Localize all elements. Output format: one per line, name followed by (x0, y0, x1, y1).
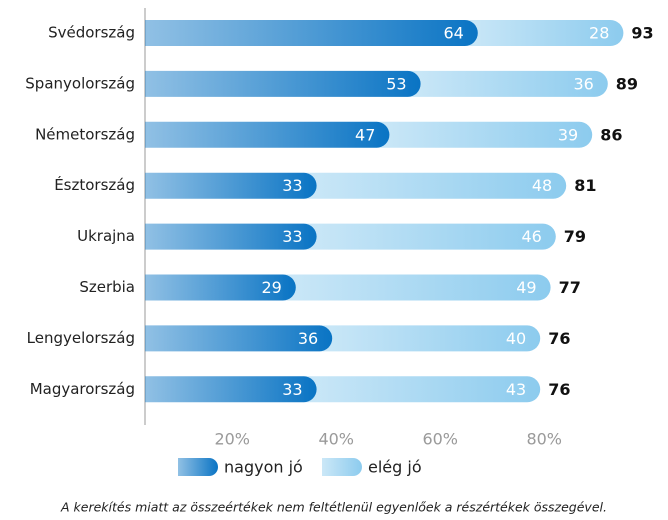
bar-segment (303, 172, 567, 199)
bar-segment (319, 325, 541, 352)
bar-segment (145, 223, 317, 250)
category-label: Lengyelország (27, 329, 135, 347)
bar-segment (145, 274, 296, 301)
category-label: Spanyolország (25, 74, 135, 92)
bar-segment (145, 325, 333, 352)
bar-segment (407, 70, 608, 97)
segment-label: 40 (506, 329, 526, 348)
segment-label: 28 (589, 24, 609, 43)
segment-label: 64 (443, 24, 463, 43)
total-label: 79 (564, 227, 586, 246)
total-label: 76 (548, 329, 570, 348)
legend-label: nagyon jó (224, 458, 303, 477)
total-label: 76 (548, 380, 570, 399)
bar-segment (145, 20, 478, 46)
legend-swatch (322, 458, 362, 476)
total-label: 86 (600, 125, 622, 144)
category-label: Szerbia (79, 278, 135, 296)
total-label: 77 (559, 278, 581, 297)
bar-segment (145, 121, 390, 148)
bar-segment (145, 70, 421, 97)
x-tick-label: 60% (422, 430, 458, 449)
segment-label: 47 (355, 125, 375, 144)
legend-swatch (178, 458, 218, 476)
segment-label: 53 (386, 74, 406, 93)
bar-segment (282, 274, 551, 301)
segment-label: 36 (298, 329, 318, 348)
footnote: A kerekítés miatt az összeértékek nem fe… (60, 500, 607, 515)
x-tick-label: 20% (214, 430, 250, 449)
bar-segment (464, 20, 624, 46)
category-label: Ukrajna (77, 227, 135, 245)
bar-segment (303, 223, 556, 250)
bar-segment (145, 172, 317, 199)
x-tick-label: 40% (318, 430, 354, 449)
segment-label: 48 (532, 176, 552, 195)
category-label: Észtország (54, 175, 135, 194)
total-label: 81 (574, 176, 596, 195)
bar-segment (145, 376, 317, 403)
bar-segment (376, 121, 593, 148)
category-label: Magyarország (30, 380, 135, 398)
legend-label: elég jó (368, 458, 422, 477)
segment-label: 46 (521, 227, 541, 246)
category-label: Svédország (48, 24, 135, 42)
total-label: 89 (616, 74, 638, 93)
segment-label: 36 (573, 74, 593, 93)
x-tick-label: 80% (526, 430, 562, 449)
category-label: Németország (35, 125, 135, 143)
total-label: 93 (631, 24, 653, 43)
segment-label: 39 (558, 125, 578, 144)
segment-label: 33 (282, 380, 302, 399)
segment-label: 33 (282, 176, 302, 195)
bar-segment (303, 376, 541, 403)
segment-label: 29 (261, 278, 281, 297)
segment-label: 43 (506, 380, 526, 399)
segment-label: 33 (282, 227, 302, 246)
segment-label: 49 (516, 278, 536, 297)
